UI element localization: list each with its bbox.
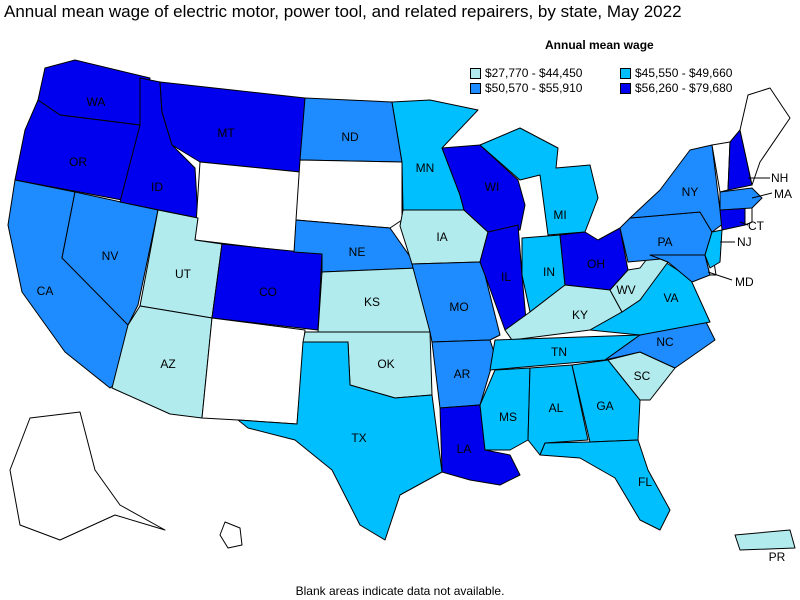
state-ct[interactable] — [719, 207, 746, 231]
label-va: VA — [663, 291, 678, 305]
label-oh: OH — [587, 257, 605, 271]
label-nj: NJ — [737, 235, 752, 249]
label-az: AZ — [160, 357, 175, 371]
state-me[interactable] — [739, 87, 791, 186]
legend-swatch-4 — [620, 82, 631, 94]
legend-swatch-2 — [620, 67, 631, 79]
legend-label-4: $56,260 - $79,680 — [635, 81, 733, 95]
legend-swatch-3 — [470, 82, 481, 94]
label-ct: CT — [748, 219, 765, 233]
label-wa: WA — [87, 95, 106, 109]
state-fl[interactable] — [539, 439, 671, 531]
label-id: ID — [151, 180, 163, 194]
label-nv: NV — [102, 249, 119, 263]
label-fl: FL — [638, 475, 652, 489]
label-or: OR — [69, 155, 87, 169]
label-ar: AR — [454, 367, 471, 381]
label-ne: NE — [349, 245, 366, 259]
legend-title: Annual mean wage — [545, 38, 654, 52]
label-mi: MI — [553, 208, 566, 222]
label-wi: WI — [485, 180, 500, 194]
state-ak[interactable] — [9, 411, 166, 541]
legend-swatch-1 — [470, 67, 481, 79]
label-al: AL — [549, 401, 564, 415]
label-ky: KY — [572, 308, 588, 322]
legend-item-1: $27,770 - $44,450 — [470, 66, 582, 80]
label-in: IN — [543, 265, 555, 279]
map-title: Annual mean wage of electric motor, powe… — [4, 2, 682, 21]
label-ia: IA — [436, 230, 447, 244]
label-ms: MS — [499, 410, 517, 424]
label-mo: MO — [449, 300, 468, 314]
legend-item-2: $45,550 - $49,660 — [620, 66, 732, 80]
label-ut: UT — [175, 267, 192, 281]
legend-label-3: $50,570 - $55,910 — [485, 81, 583, 95]
label-il: IL — [501, 270, 511, 284]
label-nd: ND — [341, 130, 359, 144]
label-co: CO — [259, 285, 277, 299]
state-nm[interactable] — [201, 317, 306, 425]
legend-item-3: $50,570 - $55,910 — [470, 81, 582, 95]
state-pr[interactable] — [734, 529, 796, 551]
label-ca: CA — [37, 284, 54, 298]
label-wv: WV — [616, 283, 635, 297]
legend-item-4: $56,260 - $79,680 — [620, 81, 732, 95]
leader-ct — [739, 221, 749, 226]
label-nc: NC — [656, 335, 674, 349]
legend-label-2: $45,550 - $49,660 — [635, 66, 733, 80]
leader-ma — [751, 192, 773, 199]
label-md: MD — [735, 275, 754, 289]
state-ma[interactable] — [719, 187, 763, 211]
state-ga[interactable] — [571, 359, 641, 443]
label-la: LA — [457, 442, 472, 456]
leader-md — [707, 271, 733, 281]
footnote: Blank areas indicate data not available. — [295, 584, 505, 598]
state-nj[interactable] — [704, 229, 723, 269]
state-sd[interactable] — [295, 159, 403, 229]
label-pa: PA — [657, 235, 672, 249]
label-nh: NH — [771, 171, 788, 185]
state-hi[interactable] — [219, 521, 243, 549]
label-ks: KS — [364, 295, 380, 309]
state-tx[interactable] — [237, 341, 443, 541]
label-sc: SC — [634, 369, 651, 383]
label-mn: MN — [416, 161, 435, 175]
state-md[interactable] — [649, 254, 711, 283]
label-tx: TX — [351, 431, 366, 445]
legend-label-1: $27,770 - $44,450 — [485, 66, 583, 80]
state-mi[interactable] — [479, 127, 599, 236]
label-ga: GA — [596, 399, 613, 413]
label-tn: TN — [551, 345, 567, 359]
state-ar[interactable] — [431, 339, 496, 409]
label-ma: MA — [774, 187, 792, 201]
label-mt: MT — [217, 126, 235, 140]
label-pr: PR — [769, 550, 786, 564]
label-ok: OK — [377, 357, 394, 371]
state-wy[interactable] — [194, 161, 301, 253]
label-ny: NY — [682, 185, 699, 199]
